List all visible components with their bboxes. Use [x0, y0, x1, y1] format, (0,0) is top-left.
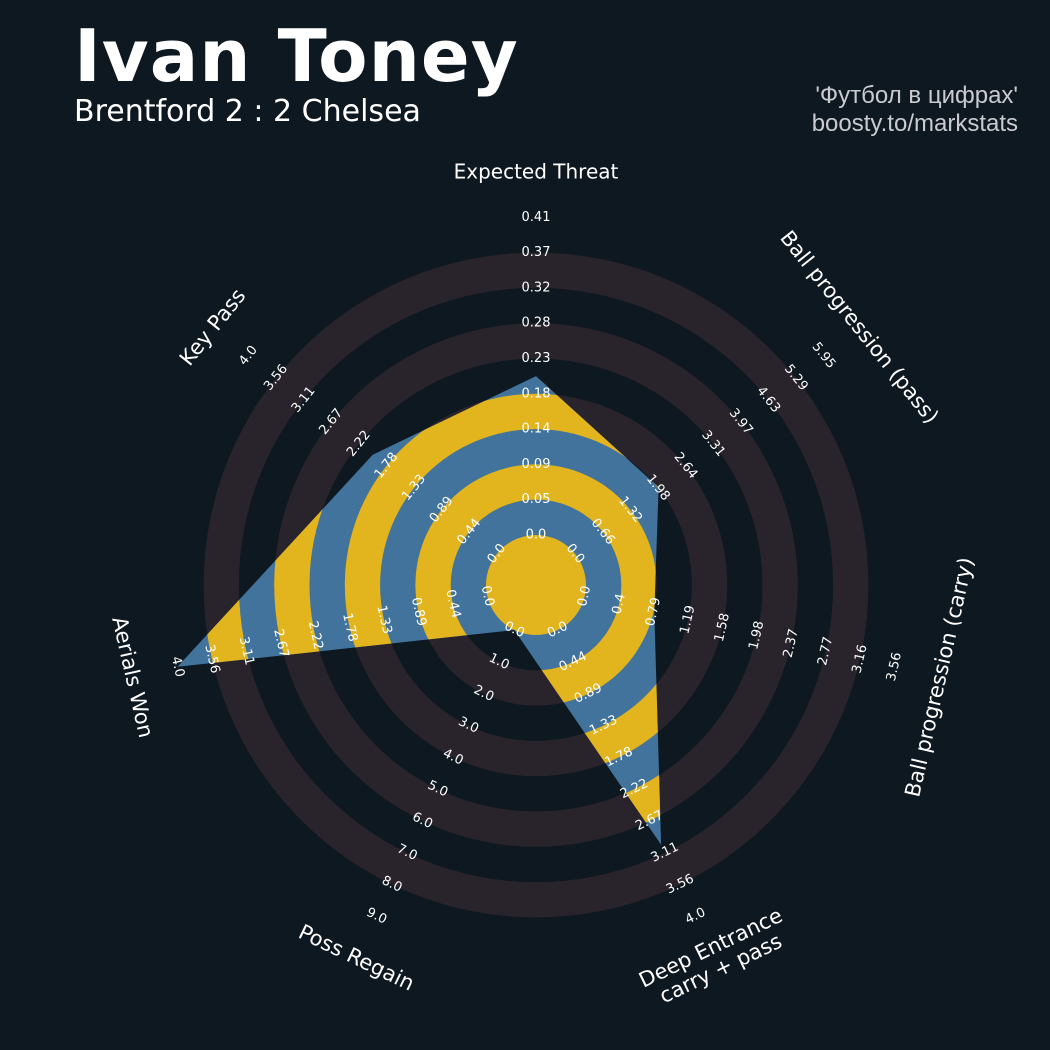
tick-label: 0.0: [478, 584, 497, 608]
tick-label: 1.33: [373, 604, 394, 636]
tick-label: 0.09: [522, 457, 551, 472]
tick-label: 1.98: [746, 620, 767, 652]
tick-label: 4.0: [683, 905, 708, 927]
tick-label: 2.77: [815, 635, 836, 667]
axis-label: Aerials Won: [107, 614, 158, 740]
tick-label: 3.16: [850, 643, 871, 675]
tick-label: 0.28: [522, 316, 551, 331]
tick-label: 0.37: [522, 245, 551, 260]
credit-line: 'Футбол в цифрах': [815, 82, 1018, 109]
axis-label: Deep Entrancecarry + pass: [635, 903, 796, 1013]
tick-labels: 0.0 0.05 0.09 0.14 0.18 0.23 0.28 0.32 0.37 0.41 0…: [168, 210, 905, 928]
tick-label: 9.0: [364, 905, 389, 927]
tick-label: 1.19: [677, 604, 698, 636]
player-name-title: Ivan Toney: [74, 14, 519, 98]
tick-label: 0.41: [522, 210, 551, 225]
tick-label: 2.67: [270, 628, 291, 660]
tick-label: 0.0: [526, 528, 547, 543]
tick-label: 3.56: [884, 651, 905, 683]
axis-label: Poss Regain: [295, 920, 418, 996]
credit-url: boosty.to/markstats: [811, 110, 1018, 137]
tick-label: 0.89: [408, 596, 429, 628]
tick-label: 2.22: [305, 620, 326, 652]
radar-fill-core: [486, 535, 586, 635]
match-subtitle: Brentford 2 : 2 Chelsea: [74, 94, 421, 129]
tick-label: 0.23: [522, 351, 551, 366]
tick-label: 0.0: [575, 584, 594, 608]
tick-label: 0.32: [522, 280, 551, 295]
tick-label: 3.11: [236, 635, 257, 667]
tick-label: 1.78: [339, 612, 360, 644]
tick-label: 2.37: [781, 628, 802, 660]
tick-label: 5.95: [809, 340, 839, 372]
tick-label: 1.58: [712, 612, 733, 644]
tick-label: 0.79: [643, 596, 664, 628]
tick-label: 0.44: [442, 588, 463, 620]
tick-label: 0.14: [522, 422, 551, 437]
tick-label: 4.0: [236, 343, 261, 369]
axis-label: Expected Threat: [454, 159, 619, 183]
tick-label: 0.05: [522, 492, 551, 507]
tick-label: 0.18: [522, 386, 551, 401]
tick-label: 4.0: [168, 655, 187, 679]
tick-label: 0.4: [610, 592, 629, 616]
tick-label: 3.56: [201, 643, 222, 675]
axis-label: Ball progression (carry): [900, 555, 978, 799]
